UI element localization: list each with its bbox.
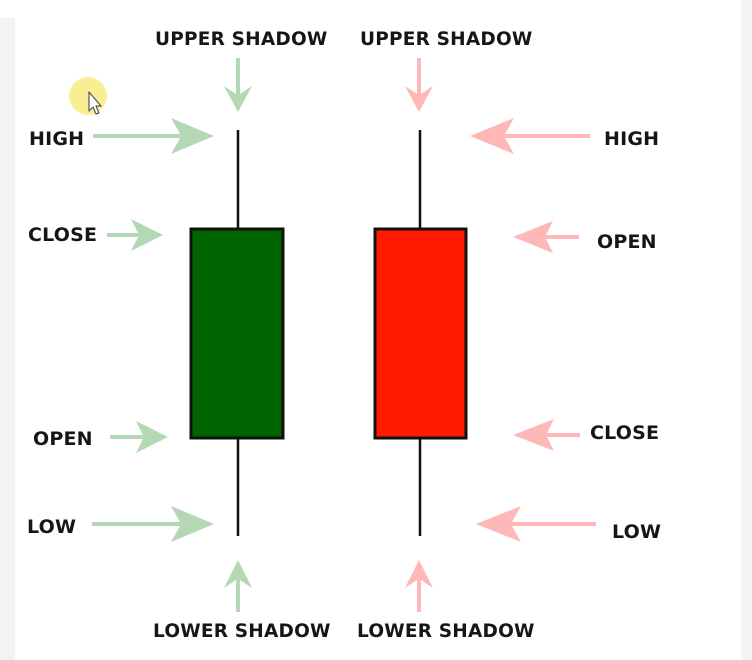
bullish-high-label: HIGH (29, 128, 85, 150)
bullish-upper-shadow-arrow-icon (224, 58, 252, 112)
bearish-candle (373, 130, 468, 536)
bearish-high-label: HIGH (604, 128, 660, 150)
bearish-high-arrow-icon (470, 118, 590, 154)
bearish-upper-shadow-label: UPPER SHADOW (360, 29, 533, 50)
bearish-open-arrow-icon (513, 221, 579, 253)
bearish-upper-shadow-arrow-icon (405, 58, 433, 112)
right-edge-panel (741, 0, 752, 660)
bearish-arrows (405, 58, 596, 612)
bearish-close-label: CLOSE (590, 422, 660, 444)
bearish-lower-shadow-label: LOWER SHADOW (357, 621, 535, 642)
bearish-open-label: OPEN (597, 231, 657, 253)
bullish-candle (189, 130, 285, 536)
bullish-high-arrow-icon (93, 118, 214, 154)
bullish-low-label: LOW (27, 516, 77, 538)
bullish-close-arrow-icon (107, 219, 163, 251)
bullish-lower-shadow-arrow-icon (224, 560, 252, 612)
bullish-lower-shadow-label: LOWER SHADOW (153, 621, 331, 642)
bearish-low-label: LOW (612, 521, 662, 543)
bullish-upper-shadow-label: UPPER SHADOW (155, 29, 328, 50)
bearish-close-arrow-icon (513, 419, 580, 451)
bearish-lower-shadow-arrow-icon (405, 560, 433, 612)
bullish-open-arrow-icon (110, 421, 168, 453)
bullish-close-label: CLOSE (28, 224, 98, 246)
bullish-low-arrow-icon (92, 506, 214, 542)
bullish-open-label: OPEN (33, 428, 93, 450)
left-edge-panel (0, 18, 15, 660)
bullish-candle-body (189, 227, 285, 440)
bullish-arrows (92, 58, 252, 612)
bearish-low-arrow-icon (476, 506, 596, 542)
bearish-candle-body (373, 227, 468, 440)
cursor-highlight (69, 77, 107, 115)
mouse-pointer-icon (88, 91, 102, 115)
